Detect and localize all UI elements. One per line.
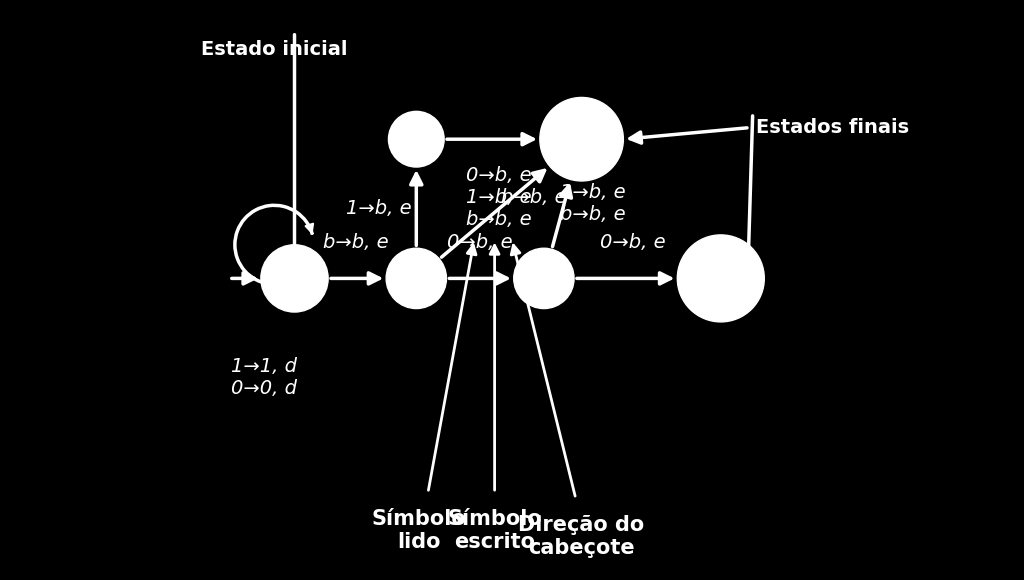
Text: b→b, e: b→b, e: [323, 233, 388, 252]
Circle shape: [514, 248, 574, 309]
Text: 1→1, d
0→0, d: 1→1, d 0→0, d: [230, 357, 297, 397]
Circle shape: [388, 111, 444, 167]
Text: 0→b, e
1→b, e
b→b, e: 0→b, e 1→b, e b→b, e: [466, 166, 531, 229]
Text: Estados finais: Estados finais: [756, 118, 908, 137]
Text: Símbolo
escrito: Símbolo escrito: [447, 509, 542, 552]
Text: 1→b, e
b→b, e: 1→b, e b→b, e: [560, 183, 626, 223]
Text: 1→b, e: 1→b, e: [346, 200, 412, 218]
Circle shape: [261, 245, 328, 312]
Text: Estado inicial: Estado inicial: [201, 40, 347, 59]
Text: 0→b, e: 0→b, e: [447, 233, 513, 252]
Circle shape: [540, 97, 624, 181]
Text: b→b, e: b→b, e: [501, 188, 566, 206]
Circle shape: [677, 235, 764, 322]
Circle shape: [386, 248, 446, 309]
Text: 0→b, e: 0→b, e: [599, 233, 666, 252]
Text: Direção do
cabeçote: Direção do cabeçote: [518, 515, 645, 558]
Text: Símbolo
lido: Símbolo lido: [372, 509, 467, 552]
